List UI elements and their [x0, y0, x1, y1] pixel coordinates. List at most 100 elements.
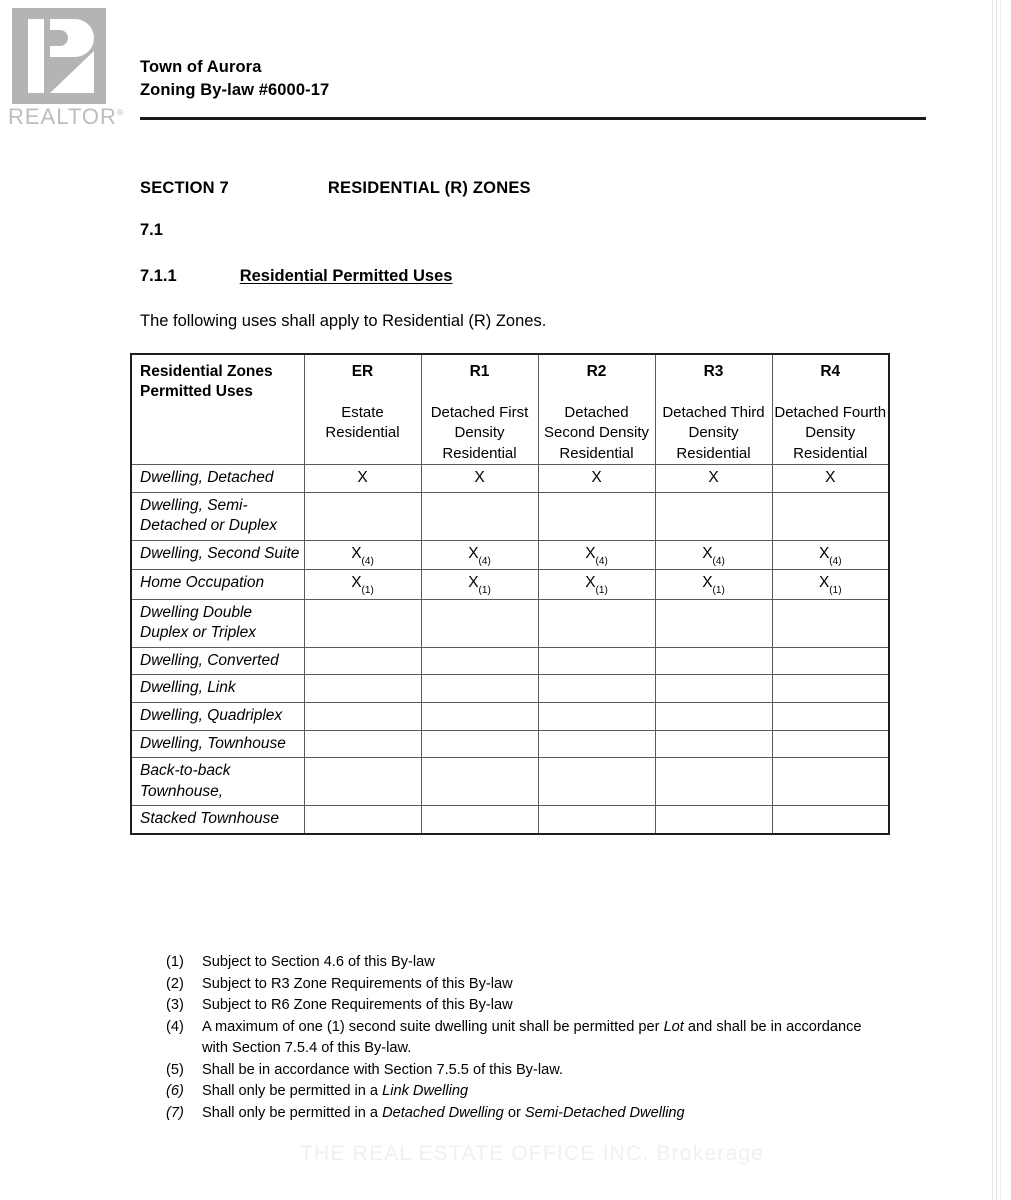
permitted-cell: X — [654, 463, 773, 493]
permitted-cell — [303, 805, 422, 835]
footnote-item: (3) Subject to R6 Zone Requirements of th… — [166, 995, 866, 1016]
table-row: Dwelling, Quadriplex — [130, 701, 890, 731]
row-label: Dwelling, Link — [130, 674, 305, 703]
permitted-cell — [771, 674, 890, 703]
permitted-cell: X(1) — [420, 569, 539, 600]
header-bylaw: Zoning By-law #6000-17 — [140, 81, 330, 100]
permitted-mark: X — [351, 544, 362, 562]
permitted-cell: X — [537, 463, 656, 493]
footnote-item: (4) A maximum of one (1) second suite dwe… — [166, 1017, 866, 1058]
permitted-cell — [654, 674, 773, 703]
subsubsection-title: Residential Permitted Uses — [239, 267, 453, 285]
permitted-cell: X(1) — [771, 569, 890, 600]
intro-paragraph: The following uses shall apply to Reside… — [140, 312, 547, 330]
footnote-reference: (4) — [595, 555, 608, 567]
permitted-cell — [771, 757, 890, 807]
permitted-cell — [771, 701, 890, 731]
permitted-cell: X(1) — [303, 569, 422, 600]
footnote-item: (2) Subject to R3 Zone Requirements of th… — [166, 974, 866, 995]
permitted-cell — [420, 701, 539, 731]
permitted-cell: X(1) — [654, 569, 773, 600]
table-row: Back-to-back Townhouse, — [130, 757, 890, 807]
permitted-cell — [654, 701, 773, 731]
footnote-text: Shall only be permitted in a Detached Dw… — [202, 1105, 685, 1122]
footnote-number: (7) — [166, 1105, 184, 1122]
footnote-reference: (1) — [478, 585, 491, 597]
section-title: RESIDENTIAL (R) ZONES — [327, 179, 531, 197]
permitted-cell — [654, 757, 773, 807]
footnote-text: Subject to R3 Zone Requirements of this … — [202, 975, 513, 992]
permitted-cell: X(4) — [771, 539, 890, 571]
permitted-cell — [420, 491, 539, 541]
table-row: Stacked Townhouse — [130, 805, 890, 835]
footnote-reference: (4) — [712, 555, 725, 567]
permitted-mark: X — [591, 468, 602, 486]
footnote-item: (5) Shall be in accordance with Section 7… — [166, 1060, 866, 1081]
footnote-reference: (4) — [829, 555, 842, 567]
table-row: Dwelling, Townhouse — [130, 729, 890, 759]
permitted-mark: X — [468, 544, 479, 562]
column-description: Detached Second Density Residential — [543, 404, 650, 462]
permitted-cell: X(4) — [420, 539, 539, 571]
permitted-cell — [303, 598, 422, 648]
subsubsection-heading: 7.1.1 Residential Permitted Uses — [140, 267, 452, 286]
permitted-mark: X — [818, 574, 830, 592]
permitted-mark: X — [585, 574, 596, 592]
permitted-cell: X — [303, 463, 422, 493]
permitted-cell — [537, 598, 656, 648]
permitted-cell — [771, 646, 890, 676]
permitted-cell: X(4) — [537, 539, 656, 571]
footnotes-list: (1) Subject to Section 4.6 of this By-law… — [166, 952, 866, 1125]
column-code: R3 — [703, 363, 724, 380]
footnote-text: Subject to Section 4.6 of this By-law — [202, 954, 435, 970]
row-label: Dwelling, Semi-Detached or Duplex — [130, 491, 305, 541]
column-description: Estate Residential — [325, 404, 400, 442]
column-header-r1: R1 Detached First Density Residential — [420, 353, 539, 465]
row-label: Dwelling, Second Suite — [130, 539, 305, 571]
permitted-cell — [303, 701, 422, 731]
table-corner-header: Residential Zones Permitted Uses — [130, 353, 305, 465]
permitted-mark: X — [468, 574, 479, 592]
brokerage-watermark: THE REAL ESTATE OFFICE INC. Brokerage — [300, 1142, 765, 1165]
footnote-text: A maximum of one (1) second suite dwelli… — [202, 1019, 862, 1056]
permitted-cell: X(1) — [537, 569, 656, 600]
permitted-cell — [303, 729, 422, 759]
permitted-cell — [654, 729, 773, 759]
row-label: Home Occupation — [130, 569, 305, 600]
permitted-mark: X — [702, 544, 713, 562]
permitted-cell — [420, 805, 539, 835]
table-row: Dwelling, Converted — [130, 646, 890, 676]
permitted-cell — [654, 646, 773, 676]
table-row: Dwelling, Semi-Detached or Duplex — [130, 491, 890, 541]
realtor-wordmark: REALTOR® — [8, 104, 125, 130]
footnote-item: (1) Subject to Section 4.6 of this By-law — [166, 952, 866, 973]
row-label: Dwelling, Quadriplex — [130, 701, 305, 731]
footnote-item: (6) Shall only be permitted in a Link Dwe… — [166, 1081, 866, 1102]
column-header-r4: R4 Detached Fourth Density Residential — [771, 353, 890, 465]
footnote-number: (5) — [166, 1061, 184, 1078]
column-code: R1 — [469, 363, 490, 380]
footnote-item: (7) Shall only be permitted in a Detached… — [166, 1103, 866, 1124]
registered-mark-icon: ® — [116, 107, 125, 118]
footnote-number: (1) — [166, 954, 184, 970]
permitted-cell: X — [420, 463, 539, 493]
permitted-mark: X — [825, 468, 836, 486]
table-row: Dwelling, Detached X X X X X — [130, 463, 890, 493]
permitted-cell — [420, 674, 539, 703]
permitted-cell — [420, 598, 539, 648]
column-description: Detached Fourth Density Residential — [774, 404, 887, 462]
footnote-text: Shall be in accordance with Section 7.5.… — [202, 1061, 563, 1078]
footnote-number: (4) — [166, 1019, 184, 1036]
page-edge-line — [1000, 0, 1001, 1200]
subsubsection-number: 7.1.1 — [140, 267, 177, 285]
permitted-cell — [537, 491, 656, 541]
permitted-cell — [420, 729, 539, 759]
realtor-wordmark-text: REALTOR — [8, 104, 117, 129]
table-row: Dwelling Double Duplex or Triplex — [130, 598, 890, 648]
column-header-r3: R3 Detached Third Density Residential — [654, 353, 773, 465]
permitted-cell — [420, 646, 539, 676]
permitted-cell — [303, 674, 422, 703]
row-label: Back-to-back Townhouse, — [130, 757, 305, 807]
permitted-mark: X — [585, 544, 596, 562]
